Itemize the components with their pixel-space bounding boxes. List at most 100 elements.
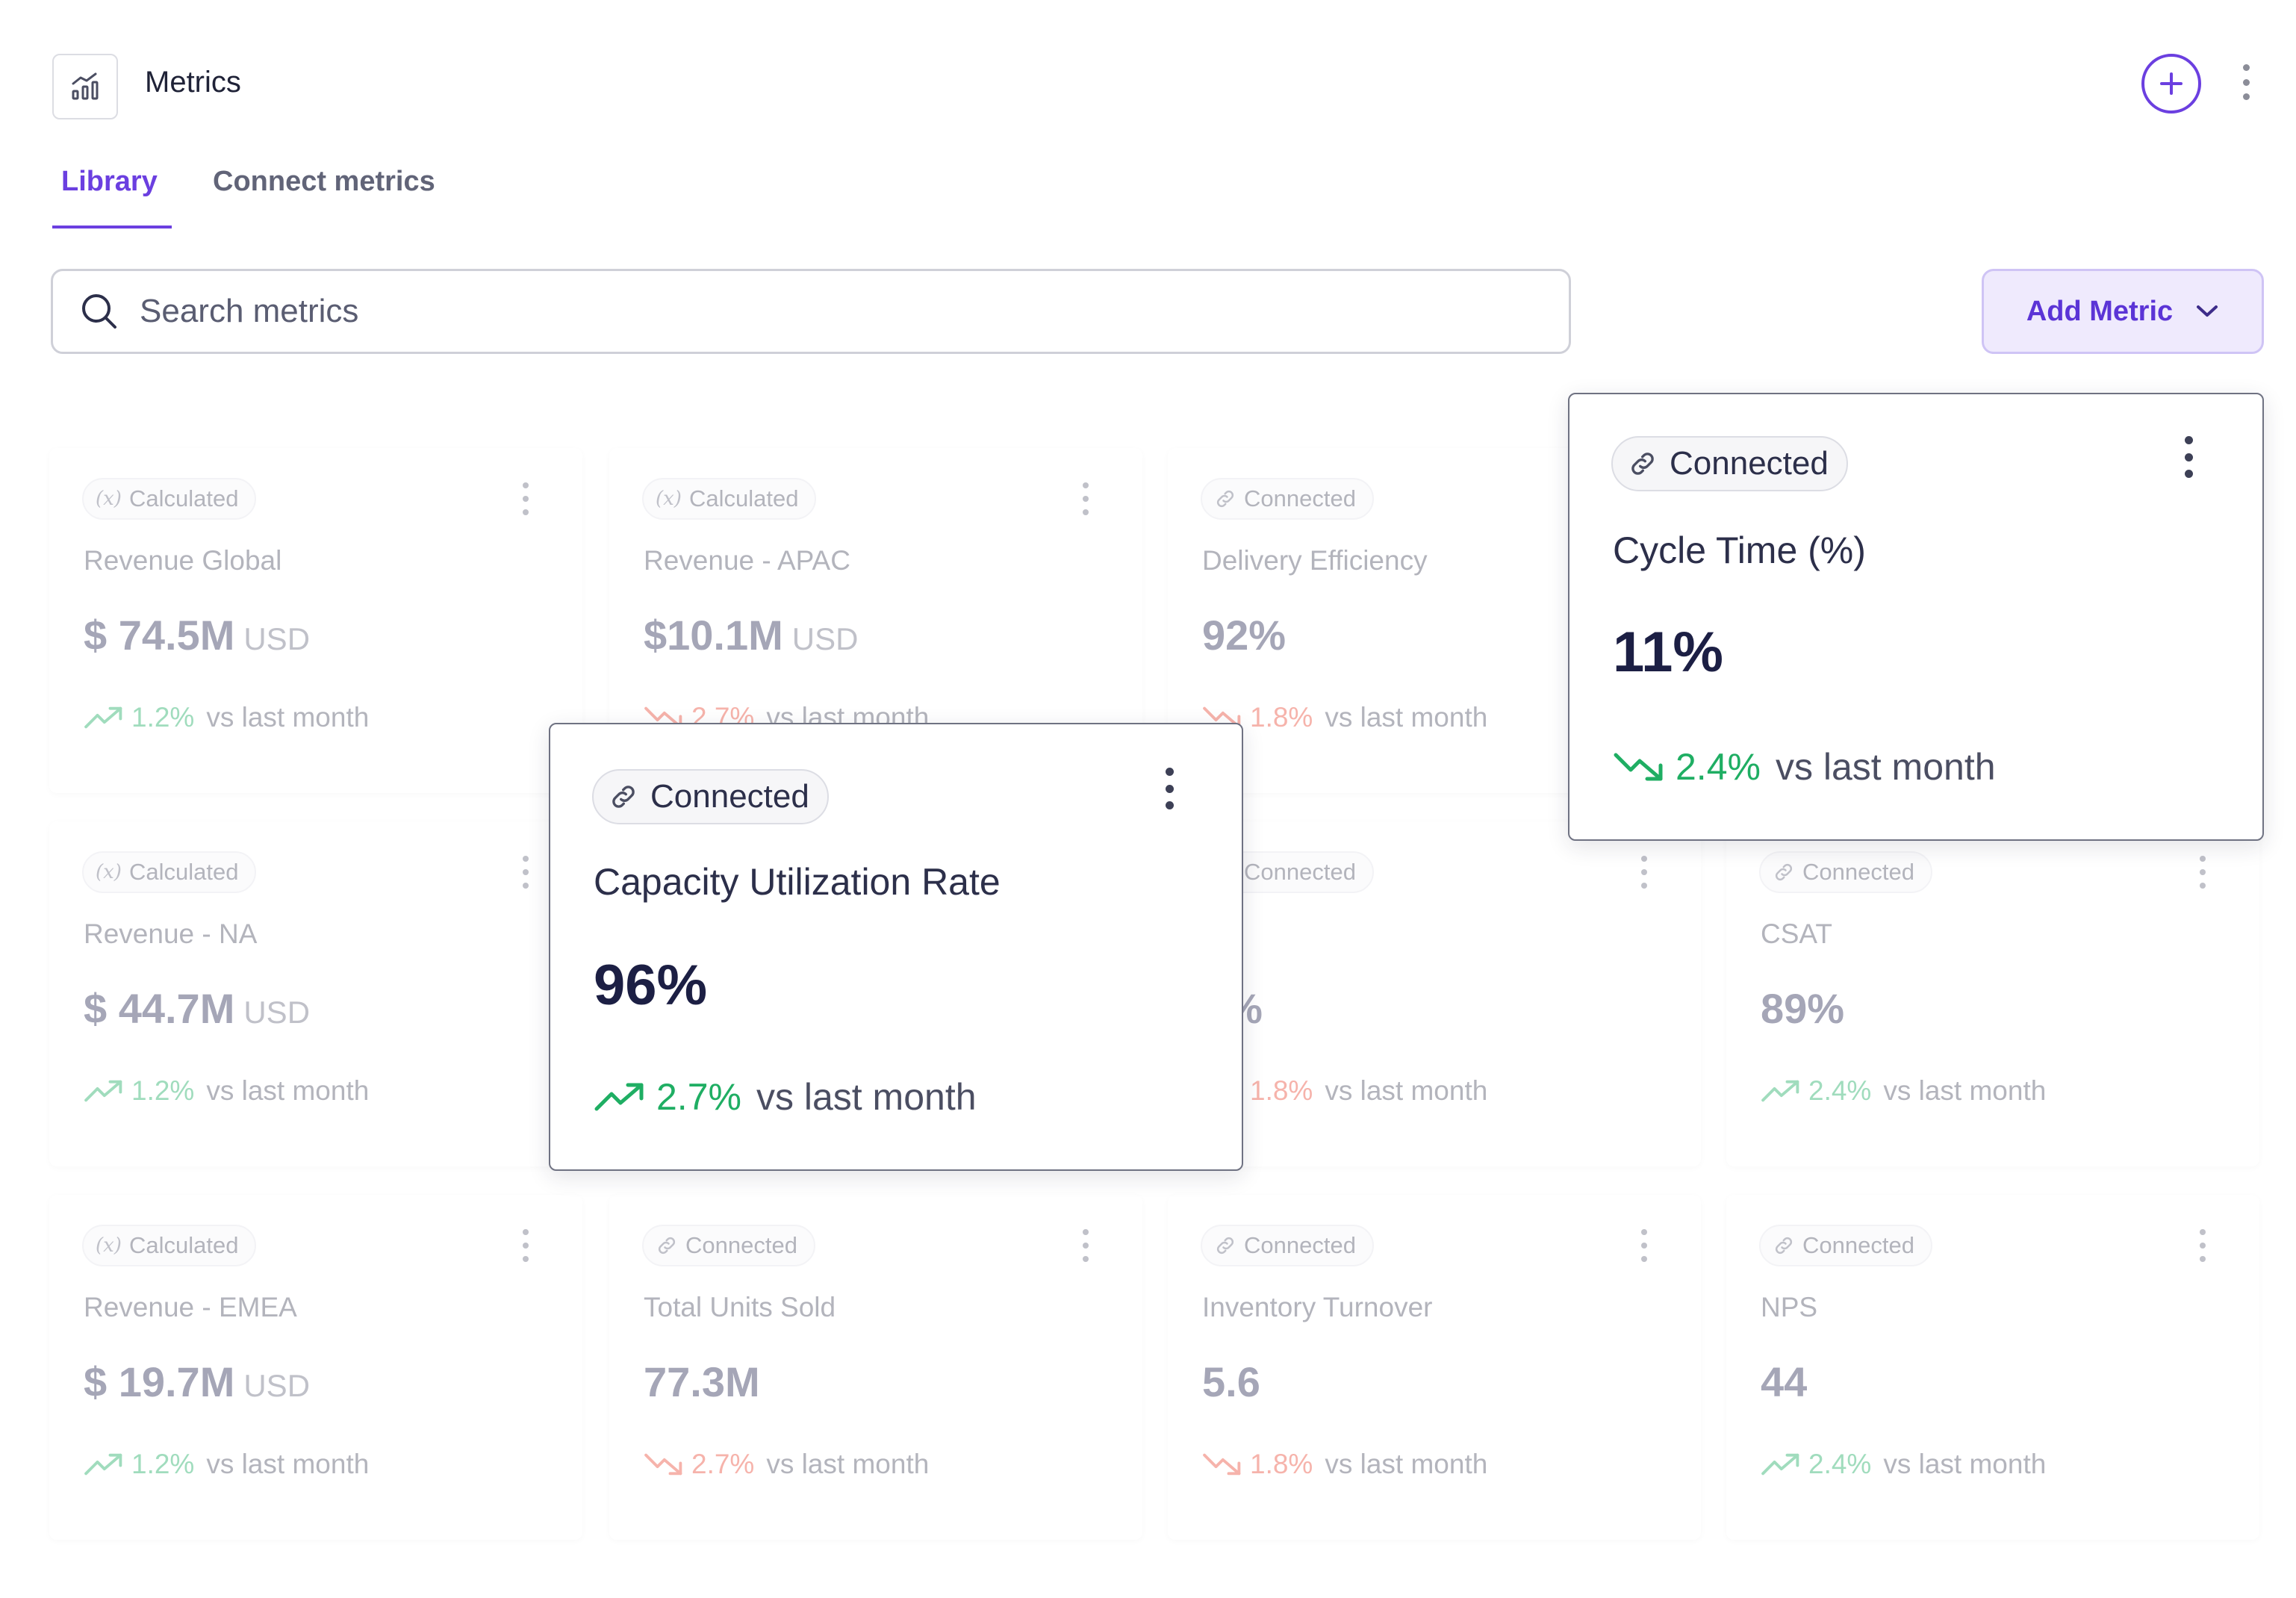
trend-down-icon: [1614, 753, 1663, 781]
metric-title: Revenue - APAC: [644, 545, 850, 576]
metric-trend: 1.2% vs last month: [84, 1075, 369, 1107]
trend-suffix: vs last month: [756, 1076, 977, 1118]
metric-card[interactable]: Connected CSAT 89% 2.4% vs last month: [1726, 821, 2259, 1166]
trend-suffix: vs last month: [1775, 746, 1996, 788]
metric-value: $10.1M USD: [644, 611, 858, 659]
card-menu-icon[interactable]: [2183, 436, 2194, 478]
metric-value: 5.6: [1202, 1358, 1269, 1406]
metric-card[interactable]: Connected Total Units Sold 77.3M 2.7% vs las…: [609, 1195, 1142, 1540]
connected-badge: Connected: [642, 1225, 815, 1266]
add-metric-label: Add Metric: [2026, 295, 2174, 327]
card-menu-icon[interactable]: [2198, 856, 2207, 889]
badge-label: Connected: [1670, 445, 1829, 482]
link-icon: [612, 786, 635, 808]
active-tab-indicator: [52, 226, 172, 228]
card-menu-icon[interactable]: [1640, 1229, 1649, 1262]
function-icon: (x): [656, 488, 682, 510]
trend-up-icon: [84, 1080, 122, 1102]
link-icon: [1631, 453, 1654, 475]
metric-trend: 1.8% vs last month: [1202, 1449, 1487, 1480]
tab-library[interactable]: Library: [61, 166, 158, 197]
link-icon: [658, 1237, 676, 1255]
metric-trend: 2.7% vs last month: [594, 1075, 977, 1119]
badge-label: Calculated: [128, 1232, 239, 1258]
metric-value: 11%: [1613, 621, 1723, 684]
card-menu-icon[interactable]: [1164, 768, 1175, 809]
card-menu-icon[interactable]: [1081, 1229, 1090, 1262]
card-menu-icon[interactable]: [521, 1229, 530, 1262]
card-menu-icon[interactable]: [1081, 482, 1090, 515]
link-icon: [1216, 490, 1234, 508]
metric-value-number: $ 74.5M: [84, 612, 235, 659]
badge-label: Calculated: [128, 485, 239, 512]
trend-change: 1.8%: [1250, 1449, 1313, 1479]
connected-badge: Connected: [1611, 436, 1848, 491]
badge-label: Connected: [685, 1232, 797, 1258]
metric-card[interactable]: (x) Calculated Revenue Global $ 74.5M USD 1.2…: [49, 448, 582, 793]
metric-trend: 2.4% vs last month: [1613, 745, 1996, 789]
metric-card[interactable]: Connected Inventory Turnover 5.6 1.8% vs las…: [1168, 1195, 1701, 1540]
metric-card[interactable]: (x) Calculated Revenue - NA $ 44.7M USD 1.2% v…: [49, 821, 582, 1166]
search-input[interactable]: [138, 292, 1485, 331]
metric-title: Inventory Turnover: [1202, 1292, 1433, 1322]
card-menu-icon[interactable]: [2198, 1229, 2207, 1262]
metric-value-number: 89%: [1761, 985, 1845, 1032]
trend-up-icon: [1761, 1453, 1799, 1476]
metric-card[interactable]: Connected NPS 44 2.4% vs last month: [1726, 1195, 2259, 1540]
metric-trend: 2.4% vs last month: [1761, 1449, 2046, 1480]
more-options-icon[interactable]: [2240, 64, 2252, 100]
metric-card-capacity-utilization[interactable]: Connected Capacity Utilization Rate 96% …: [549, 723, 1243, 1171]
metric-card-cycle-time[interactable]: Connected Cycle Time (%) 11% 2.4% vs las…: [1568, 393, 2264, 841]
trend-change: 1.2%: [131, 702, 195, 733]
metric-title: Cycle Time (%): [1613, 529, 1866, 571]
function-icon: (x): [96, 488, 122, 510]
metric-value: $ 44.7M USD: [84, 984, 310, 1033]
add-metric-button[interactable]: Add Metric: [1982, 269, 2264, 354]
metric-value: $ 74.5M USD: [84, 611, 310, 659]
connected-badge: Connected: [1759, 851, 1932, 893]
connected-badge: Connected: [592, 769, 829, 824]
trend-change: 2.7%: [691, 1449, 755, 1479]
metric-card[interactable]: (x) Calculated Revenue - EMEA $ 19.7M USD 1.2…: [49, 1195, 582, 1540]
badge-label: Connected: [1244, 859, 1356, 885]
metric-trend: 1.8% vs last month: [1202, 1075, 1487, 1107]
metric-title: NPS: [1761, 1292, 1818, 1322]
link-icon: [1775, 1237, 1793, 1255]
metric-title: Revenue - NA: [84, 918, 258, 949]
plus-icon: [2160, 72, 2183, 95]
card-menu-icon[interactable]: [521, 856, 530, 889]
metric-value: 89%: [1761, 984, 1853, 1033]
metric-trend: 2.7% vs last month: [644, 1449, 929, 1480]
trend-change: 1.2%: [131, 1449, 195, 1479]
metric-unit: USD: [791, 621, 859, 656]
metric-value: 92%: [1202, 611, 1295, 659]
metric-value-number: 77.3M: [644, 1358, 760, 1405]
metric-card[interactable]: ConnectedE2%1.8%vs last month: [1168, 821, 1701, 1166]
metric-title: Capacity Utilization Rate: [594, 861, 1001, 903]
trend-down-icon: [1203, 1453, 1241, 1476]
function-icon: (x): [96, 1234, 122, 1257]
calculated-badge: (x) Calculated: [82, 1225, 257, 1266]
metric-unit: USD: [243, 1368, 311, 1403]
card-menu-icon[interactable]: [521, 482, 530, 515]
metric-value: 44: [1761, 1358, 1816, 1406]
metric-value: 77.3M: [644, 1358, 769, 1406]
metric-value-number: 44: [1761, 1358, 1808, 1405]
tab-connect-metrics[interactable]: Connect metrics: [213, 166, 435, 197]
calculated-badge: (x) Calculated: [82, 478, 257, 520]
metric-trend: 2.4% vs last month: [1761, 1075, 2046, 1107]
card-menu-icon[interactable]: [1640, 856, 1649, 889]
badge-label: Connected: [1244, 1232, 1356, 1258]
metric-trend: 1.2% vs last month: [84, 1449, 369, 1480]
metric-value: $ 19.7M USD: [84, 1358, 310, 1406]
trend-suffix: vs last month: [1325, 1075, 1488, 1106]
badge-label: Connected: [1802, 1232, 1914, 1258]
metric-trend: 1.8% vs last month: [1202, 702, 1487, 733]
metric-value-number: $10.1M: [644, 612, 783, 659]
search-bar[interactable]: [51, 269, 1571, 354]
trend-suffix: vs last month: [206, 702, 370, 733]
trend-change: 2.7%: [656, 1076, 741, 1118]
trend-change: 2.4%: [1676, 746, 1761, 788]
add-button[interactable]: [2141, 54, 2201, 114]
metric-trend: 1.2% vs last month: [84, 702, 369, 733]
